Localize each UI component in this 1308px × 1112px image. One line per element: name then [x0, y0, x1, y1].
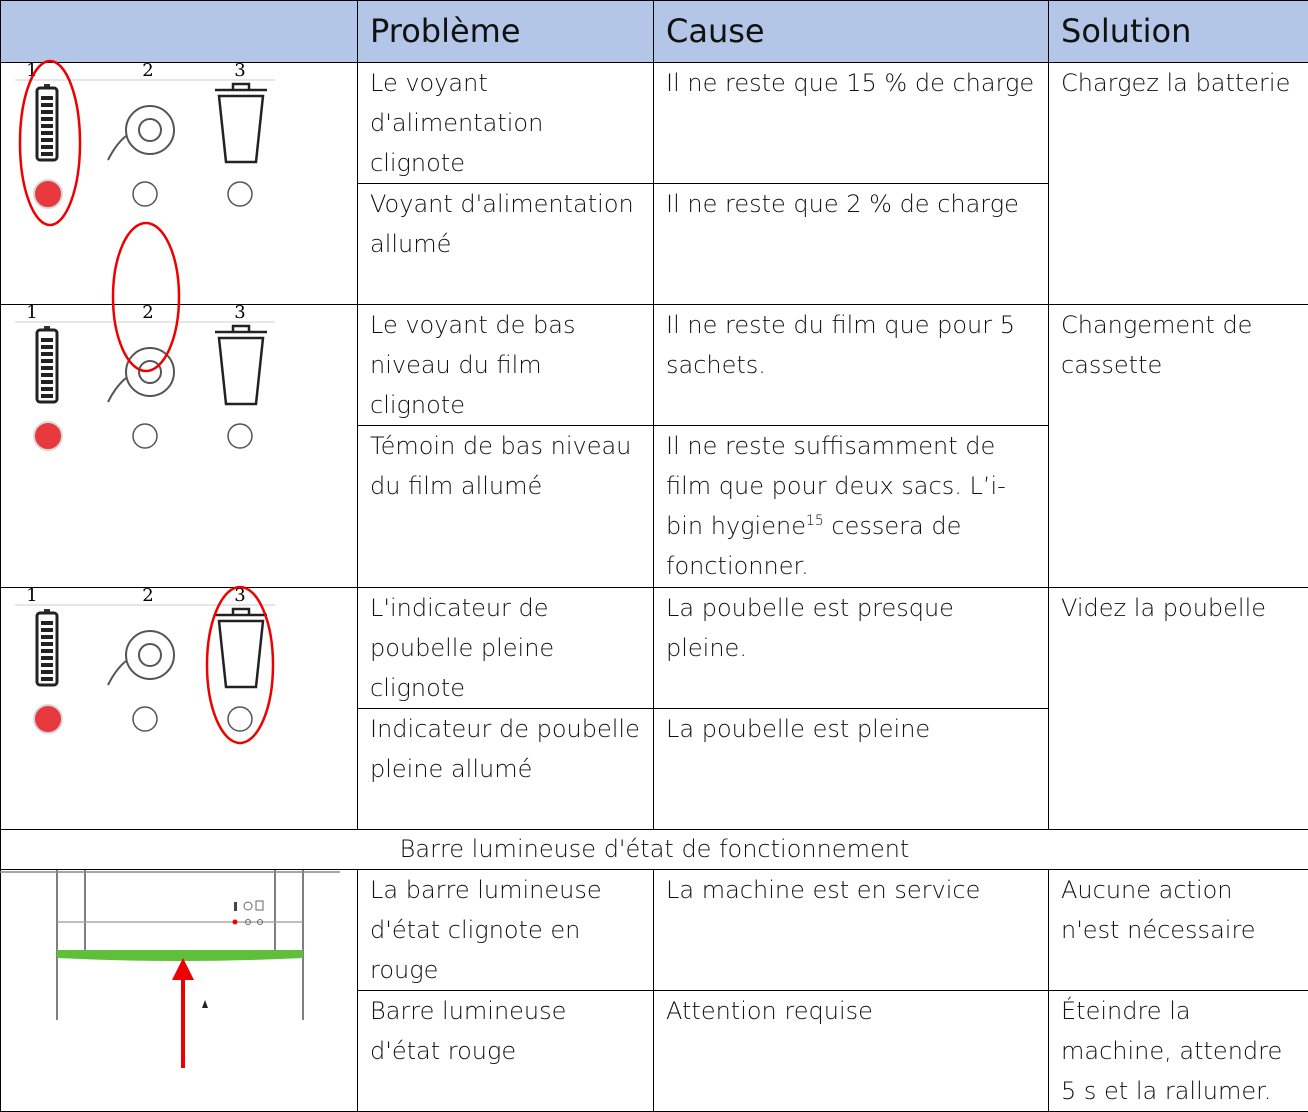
footnote-ref: 15 [806, 513, 824, 529]
illustration-cell [1, 63, 358, 305]
problem-cell: Témoin de bas niveau du film allumé [358, 426, 654, 588]
cause-cell: Il ne reste que 15 % de charge [654, 63, 1049, 184]
problem-cell: Le voyant d'alimentation clignote [358, 63, 654, 184]
illustration-cell [1, 870, 358, 1112]
table-row: La barre lumineuse d'état clignote en ro… [1, 870, 1308, 991]
illustration-cell [1, 305, 358, 588]
cause-cell: Il ne reste que 2 % de charge [654, 184, 1049, 305]
problem-cell: La barre lumineuse d'état clignote en ro… [358, 870, 654, 991]
problem-cell: Barre lumineuse d'état rouge [358, 991, 654, 1112]
table-row: Le voyant de bas niveau du film clignote… [1, 305, 1308, 426]
header-cell: Problème [358, 1, 654, 63]
header-row: Problème Cause Solution [1, 1, 1308, 63]
illustration-cell [1, 588, 358, 830]
header-cell: Solution [1049, 1, 1308, 63]
solution-cell: Chargez la batterie [1049, 63, 1308, 305]
problem-cell: Indicateur de poubelle pleine allumé [358, 709, 654, 830]
header-empty [1, 1, 358, 63]
cause-cell: La machine est en service [654, 870, 1049, 991]
problem-cell: L'indicateur de poubelle pleine clignote [358, 588, 654, 709]
solution-cell: Changement de cassette [1049, 305, 1308, 588]
solution-cell: Aucune action n'est nécessaire [1049, 870, 1308, 991]
header-cell: Cause [654, 1, 1049, 63]
section-title: Barre lumineuse d'état de fonctionnement [1, 830, 1308, 870]
table-row: L'indicateur de poubelle pleine clignote… [1, 588, 1308, 709]
solution-cell: Éteindre la machine, attendre 5 s et la … [1049, 991, 1308, 1112]
cause-cell: Il ne reste suffisamment de film que pou… [654, 426, 1049, 588]
problem-cell: Voyant d'alimentation allumé [358, 184, 654, 305]
cause-cell: Attention requise [654, 991, 1049, 1112]
problem-cell: Le voyant de bas niveau du film clignote [358, 305, 654, 426]
section-row: Barre lumineuse d'état de fonctionnement [1, 830, 1308, 870]
cause-cell: Il ne reste du film que pour 5 sachets. [654, 305, 1049, 426]
cause-cell: La poubelle est presque pleine. [654, 588, 1049, 709]
cause-cell: La poubelle est pleine [654, 709, 1049, 830]
solution-cell: Videz la poubelle [1049, 588, 1308, 830]
